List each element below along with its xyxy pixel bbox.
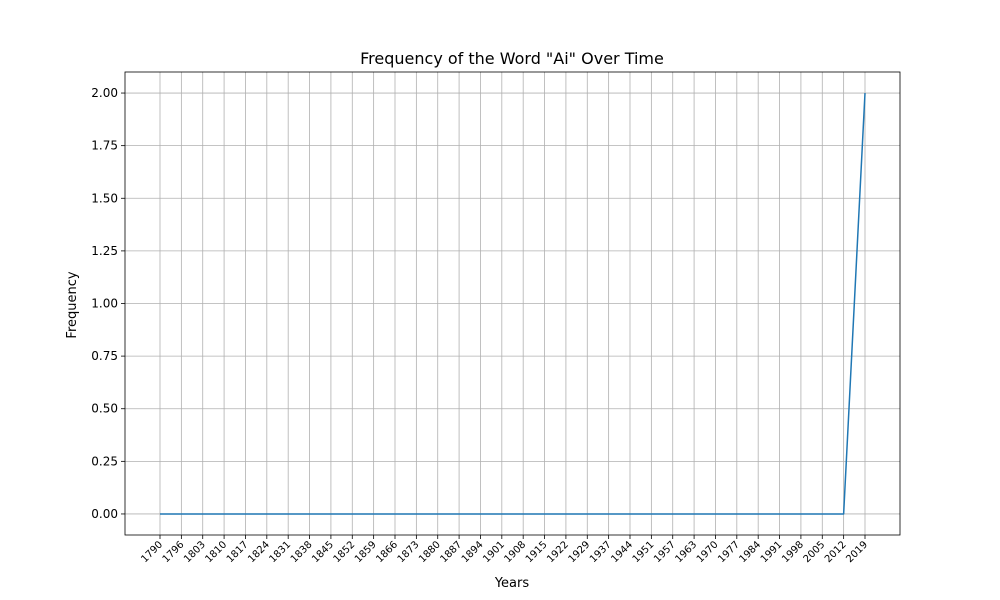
y-tick-label: 1.00 (91, 297, 118, 311)
x-axis-label: Years (494, 576, 530, 591)
y-tick-label: 0.25 (91, 454, 118, 468)
plot-frame (124, 71, 901, 536)
y-axis-label: Frequency (65, 271, 80, 338)
y-tick-label: 0.50 (91, 402, 118, 416)
chart-title: Frequency of the Word "Ai" Over Time (360, 49, 664, 68)
y-tick-label: 1.25 (91, 244, 118, 258)
y-tick-label: 0.00 (91, 507, 118, 521)
series-line-1 (160, 93, 866, 515)
y-tick-label: 1.75 (91, 139, 118, 153)
y-tick-label: 2.00 (91, 86, 118, 100)
y-tick-label: 0.75 (91, 349, 118, 363)
y-tick-label: 1.50 (91, 191, 118, 205)
